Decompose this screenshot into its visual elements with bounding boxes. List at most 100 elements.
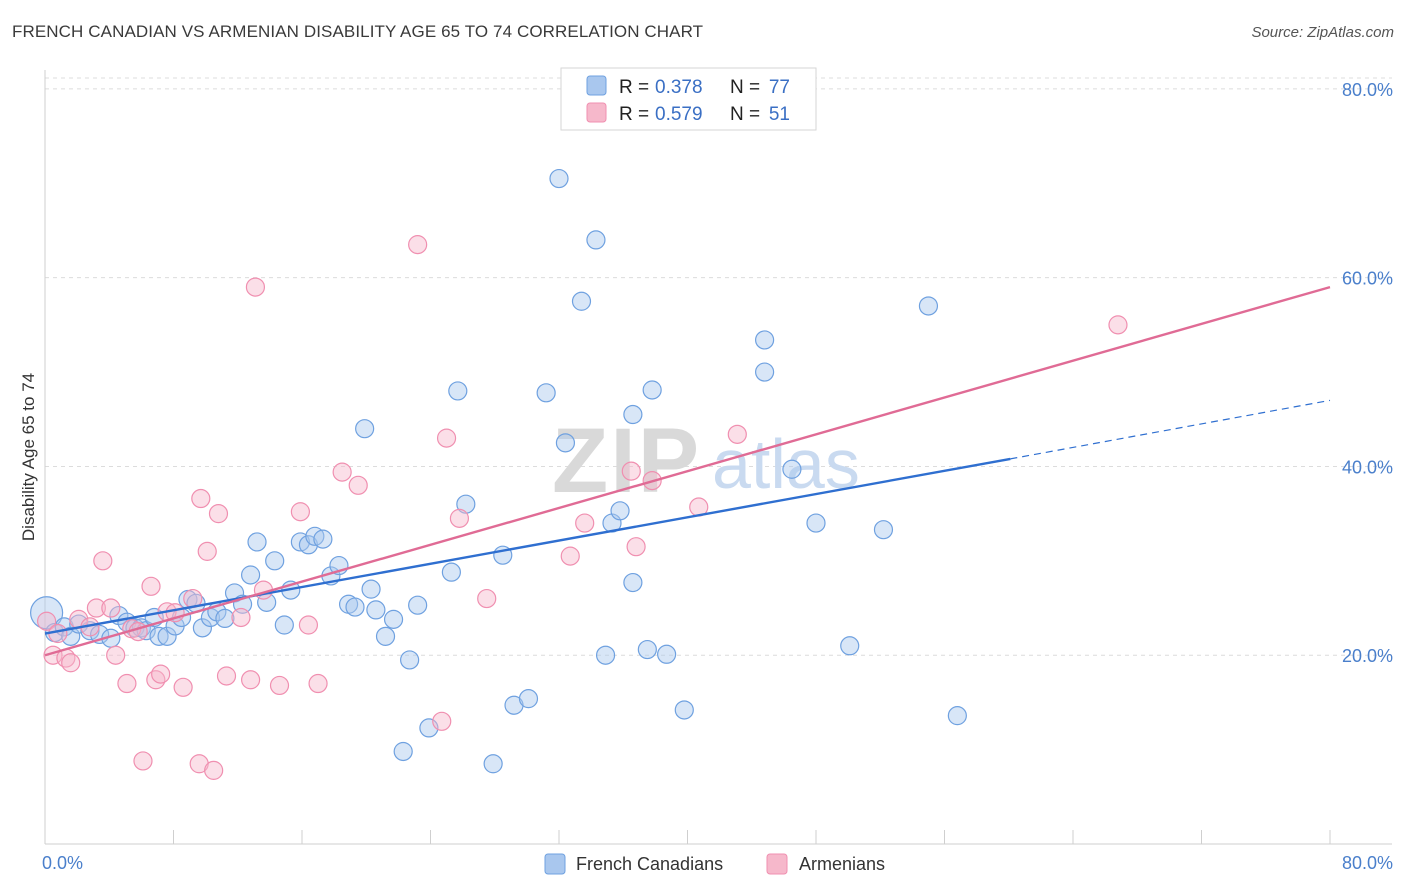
- point-french-canadians: [947, 706, 967, 726]
- point-french-canadians: [448, 381, 468, 401]
- point-french-canadians: [265, 551, 285, 571]
- point-armenians: [348, 475, 368, 495]
- point-french-canadians: [483, 754, 503, 774]
- point-armenians: [204, 760, 224, 780]
- axes: [44, 70, 1392, 845]
- point-armenians: [269, 675, 290, 696]
- bottom-legend-swatch-armenians: [766, 853, 788, 875]
- point-french-canadians: [383, 609, 404, 629]
- point-french-canadians: [400, 650, 420, 670]
- point-french-canadians: [657, 644, 677, 664]
- x-tick-label: 80.0%: [1342, 853, 1393, 873]
- legend-n-label: N =: [730, 77, 760, 98]
- tick-labels: 20.0% 40.0% 60.0% 80.0% 0.0% 80.0%: [42, 80, 1393, 873]
- y-tick-label: 60.0%: [1342, 269, 1393, 289]
- source-note: Source: ZipAtlas.com: [1251, 24, 1394, 41]
- point-french-canadians: [806, 513, 826, 533]
- point-french-canadians: [918, 296, 939, 316]
- point-armenians: [1108, 315, 1128, 335]
- point-armenians: [106, 645, 126, 665]
- point-armenians: [37, 611, 57, 631]
- point-armenians: [432, 711, 452, 731]
- point-armenians: [308, 673, 328, 694]
- point-armenians: [191, 488, 211, 509]
- point-french-canadians: [361, 579, 381, 599]
- bottom-legend: French Canadians Armenians: [544, 853, 885, 875]
- point-armenians: [61, 653, 81, 673]
- point-french-canadians: [840, 636, 860, 656]
- point-armenians: [575, 513, 595, 533]
- legend-r-label: R =: [619, 104, 649, 125]
- y-axis-label: Disability Age 65 to 74: [19, 373, 38, 541]
- point-armenians: [86, 598, 107, 618]
- point-french-canadians: [241, 565, 261, 585]
- point-armenians: [173, 677, 193, 697]
- legend-n-value: 77: [769, 77, 790, 98]
- bottom-legend-label-armenians: Armenians: [799, 854, 885, 874]
- legend-swatch-french-canadians: [586, 75, 607, 96]
- legend-n-value: 51: [769, 104, 790, 125]
- point-french-canadians: [157, 626, 177, 646]
- bottom-legend-label-french-canadians: French Canadians: [576, 854, 723, 874]
- point-french-canadians: [536, 383, 556, 403]
- point-armenians: [117, 673, 137, 694]
- point-french-canadians: [366, 600, 386, 620]
- y-tick-label: 20.0%: [1342, 646, 1393, 666]
- legend: R = 0.378 N = 77 R = 0.579 N = 51: [560, 67, 817, 131]
- point-french-canadians: [274, 615, 294, 635]
- point-french-canadians: [637, 639, 657, 660]
- legend-r-value: 0.378: [655, 77, 703, 98]
- point-armenians: [626, 537, 646, 557]
- point-french-canadians: [518, 689, 539, 709]
- legend-r-value: 0.579: [655, 104, 703, 125]
- x-tick-label: 0.0%: [42, 853, 83, 873]
- bottom-legend-swatch-french-canadians: [544, 853, 566, 875]
- watermark-zip: ZIP: [552, 410, 701, 512]
- point-armenians: [133, 751, 153, 771]
- point-armenians: [197, 541, 217, 561]
- point-french-canadians: [610, 501, 630, 521]
- trend-line-french-canadians: [44, 457, 1011, 635]
- point-french-canadians: [192, 618, 213, 638]
- point-french-canadians: [215, 608, 235, 629]
- point-french-canadians: [345, 597, 365, 617]
- point-armenians: [101, 598, 121, 618]
- point-french-canadians: [623, 404, 643, 425]
- point-armenians: [332, 462, 352, 482]
- point-french-canadians: [456, 494, 476, 514]
- point-armenians: [290, 502, 310, 522]
- point-armenians: [151, 664, 171, 684]
- point-french-canadians: [393, 741, 413, 762]
- point-armenians: [408, 235, 428, 255]
- point-french-canadians: [595, 645, 616, 665]
- point-armenians: [727, 424, 747, 444]
- trend-line-armenians: [44, 285, 1331, 657]
- point-french-canadians: [313, 529, 333, 549]
- point-french-canadians: [555, 433, 576, 453]
- point-french-canadians: [754, 362, 775, 382]
- point-armenians: [208, 504, 229, 524]
- point-armenians: [128, 622, 148, 642]
- trend-line-french-canadians-extension: [1010, 399, 1331, 460]
- data-points: [30, 168, 1128, 780]
- point-french-canadians: [642, 380, 662, 400]
- point-armenians: [231, 607, 251, 628]
- point-armenians: [621, 461, 641, 481]
- point-armenians: [241, 670, 261, 690]
- point-french-canadians: [549, 168, 569, 189]
- point-armenians: [560, 546, 580, 566]
- y-tick-label: 40.0%: [1342, 457, 1393, 477]
- point-french-canadians: [623, 572, 643, 593]
- point-armenians: [216, 666, 237, 686]
- point-french-canadians: [586, 230, 606, 250]
- trend-lines: [44, 285, 1331, 657]
- point-french-canadians: [247, 532, 267, 552]
- legend-r-label: R =: [619, 77, 649, 98]
- point-french-canadians: [355, 419, 375, 439]
- point-french-canadians: [149, 626, 169, 646]
- point-armenians: [298, 615, 319, 635]
- point-french-canadians: [674, 700, 694, 720]
- point-armenians: [449, 508, 470, 528]
- point-french-canadians: [441, 562, 461, 582]
